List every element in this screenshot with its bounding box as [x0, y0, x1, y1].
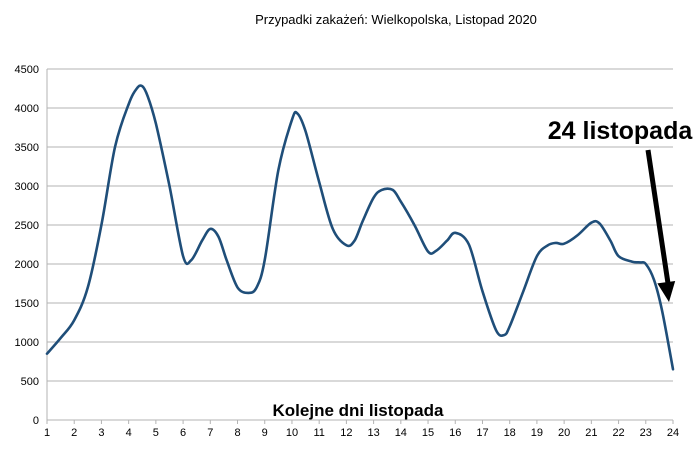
axes: [46, 69, 674, 424]
y-tick-label: 1500: [15, 298, 39, 310]
y-tick-label: 4000: [15, 103, 39, 115]
y-tick-label: 2000: [15, 259, 39, 271]
annotation-text: 24 listopada: [548, 117, 694, 145]
x-tick-labels: 1 2 3 4 5 6 7 8 9 10 11 12 13 14 15 16 17 18 19 20 21 22 23 24: [44, 427, 679, 439]
x-tick-label: 3: [98, 427, 104, 439]
chart-title: Przypadki zakażeń: Wielkopolska, Listopa…: [255, 12, 537, 27]
x-tick-label: 14: [395, 427, 407, 439]
y-tick-label: 4500: [15, 64, 39, 76]
y-tick-label: 3000: [15, 181, 39, 193]
x-tick-label: 5: [153, 427, 159, 439]
x-tick-label: 4: [126, 427, 132, 439]
x-tick-label: 22: [612, 427, 624, 439]
x-tick-label: 20: [558, 427, 570, 439]
x-tick-label: 8: [234, 427, 240, 439]
x-tick-label: 19: [531, 427, 543, 439]
x-tick-label: 11: [313, 427, 324, 439]
y-tick-label: 0: [33, 415, 39, 427]
x-tick-label: 2: [71, 427, 77, 439]
y-tick-label: 1000: [15, 337, 39, 349]
x-tick-label: 24: [667, 427, 679, 439]
x-tick-label: 17: [476, 427, 488, 439]
annotation: 24 listopada: [548, 117, 694, 302]
y-tick-label: 3500: [15, 142, 39, 154]
x-tick-label: 7: [207, 427, 213, 439]
x-tick-label: 12: [340, 427, 352, 439]
x-tick-label: 21: [585, 427, 597, 439]
x-tick-label: 16: [449, 427, 461, 439]
y-tick-labels: 0 500 1000 1500 2000 2500 3000 3500 4000 4500: [15, 64, 39, 427]
x-tick-label: 18: [504, 427, 516, 439]
x-tick-label: 10: [286, 427, 298, 439]
x-axis-label: Kolejne dni listopada: [273, 401, 445, 420]
y-tick-label: 500: [21, 376, 39, 388]
x-tick-label: 13: [367, 427, 379, 439]
series-line: [45, 84, 675, 371]
annotation-arrow-shaft: [645, 149, 672, 291]
x-tick-label: 9: [262, 427, 268, 439]
annotation-arrow-head: [657, 280, 676, 302]
y-tick-label: 2500: [15, 220, 39, 232]
series-layer: [45, 84, 675, 371]
x-tick-label: 15: [422, 427, 434, 439]
x-tick-label: 23: [640, 427, 652, 439]
x-tick-label: 6: [180, 427, 186, 439]
x-tick-label: 1: [44, 427, 50, 439]
